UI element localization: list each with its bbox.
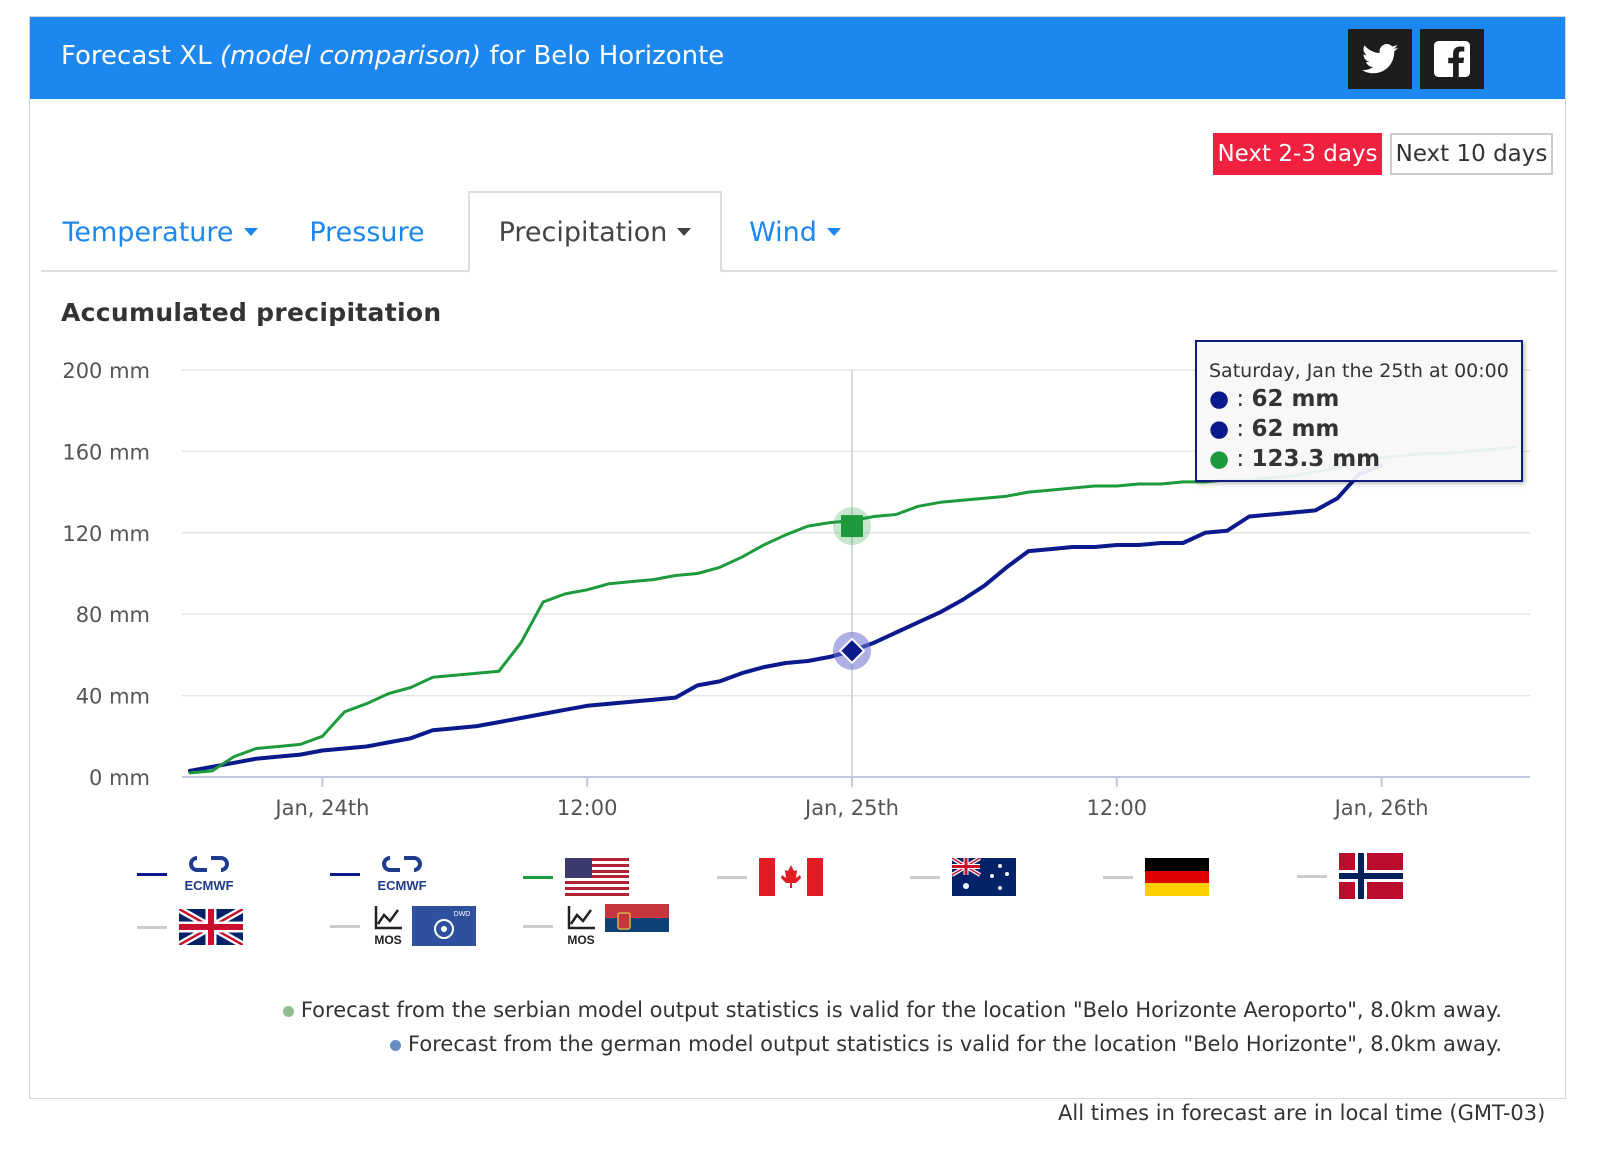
note-dot-icon — [390, 1039, 402, 1051]
german-mos-note: Forecast from the german model output st… — [390, 1032, 1502, 1056]
header-bar: Forecast XL (model comparison) for Belo … — [30, 17, 1565, 99]
svg-text:ECMWF: ECMWF — [184, 878, 233, 893]
legend-mos-dwd[interactable]: MOS DWD — [330, 904, 478, 948]
y-tick-label: 200 mm — [62, 359, 150, 383]
gfs-highlight-marker — [841, 515, 863, 538]
tab-temperature[interactable]: Temperature — [60, 191, 260, 273]
tab-wind[interactable]: Wind — [720, 191, 870, 273]
ecmwf-highlight-marker — [838, 637, 866, 665]
x-tick-label: 12:00 — [557, 796, 618, 820]
tooltip-row: ● : 123.3 mm — [1209, 446, 1381, 472]
tooltip-value: 62 mm — [1251, 416, 1340, 442]
norway-flag-icon — [1339, 853, 1403, 899]
legend-gfs[interactable] — [523, 858, 629, 896]
svg-text:ECMWF: ECMWF — [377, 878, 426, 893]
serbian-mos-note: Forecast from the serbian model output s… — [282, 998, 1502, 1022]
tab-pressure[interactable]: Pressure — [292, 191, 442, 273]
chevron-down-icon — [677, 228, 692, 236]
legend-gem[interactable] — [717, 858, 823, 896]
facebook-icon — [1434, 41, 1470, 77]
twitter-icon — [1362, 44, 1398, 74]
chart-title: Accumulated precipitation — [61, 298, 442, 327]
y-tick-label: 40 mm — [76, 685, 150, 709]
tab-pressure-label: Pressure — [309, 216, 425, 248]
x-tick-label: Jan, 24th — [273, 796, 369, 820]
legend-norway[interactable] — [1297, 853, 1403, 899]
x-tick-label: Jan, 25th — [803, 796, 899, 820]
legend-ecmwf[interactable]: ECMWF — [137, 852, 239, 896]
note-dot-icon — [282, 1005, 294, 1017]
tab-temperature-label: Temperature — [62, 216, 234, 248]
legend-access[interactable] — [910, 858, 1016, 896]
y-tick-label: 80 mm — [76, 603, 150, 627]
ecmwf-logo-icon: ECMWF — [377, 856, 427, 893]
dwd-mos-logo-icon: MOS DWD — [374, 906, 476, 947]
tabs-divider — [41, 270, 1557, 272]
tooltip-header: Saturday, Jan the 25th at 00:00 — [1209, 360, 1509, 382]
tab-precipitation[interactable]: Precipitation — [468, 191, 722, 273]
page-title: Forecast XL (model comparison) for Belo … — [61, 41, 724, 71]
facebook-button[interactable] — [1420, 29, 1484, 89]
tab-wind-label: Wind — [749, 216, 817, 248]
svg-text:MOS: MOS — [567, 933, 594, 947]
x-tick-label: Jan, 26th — [1333, 796, 1429, 820]
title-italic: (model comparison) — [219, 41, 482, 71]
chevron-down-icon — [243, 228, 258, 236]
legend-ecmwf-2[interactable]: ECMWF — [330, 852, 432, 896]
svg-text:MOS: MOS — [374, 933, 401, 947]
timezone-footer: All times in forecast are in local time … — [1058, 1101, 1546, 1125]
svg-text:DWD: DWD — [454, 911, 471, 918]
chevron-down-icon — [826, 228, 841, 236]
y-tick-label: 160 mm — [62, 440, 150, 464]
y-tick-label: 0 mm — [89, 766, 150, 790]
legend-mos-serbia[interactable]: MOS — [523, 904, 671, 948]
twitter-button[interactable] — [1348, 29, 1412, 89]
serbia-mos-flag-icon: MOS — [567, 904, 669, 947]
y-tick-label: 120 mm — [62, 522, 150, 546]
series-line-ecmwf — [188, 463, 1384, 773]
usa-flag-icon — [565, 858, 629, 896]
tab-precipitation-label: Precipitation — [498, 216, 668, 248]
tooltip-value: 62 mm — [1251, 386, 1340, 412]
next-2-3-days-button[interactable]: Next 2-3 days — [1213, 133, 1382, 175]
forecast-panel: Forecast XL (model comparison) for Belo … — [29, 16, 1566, 1099]
germany-flag-icon — [1145, 858, 1209, 896]
tooltip-row: ● : 62 mm — [1209, 416, 1340, 442]
next-10-days-button[interactable]: Next 10 days — [1390, 133, 1553, 175]
uk-flag-icon — [179, 909, 243, 945]
series-dot-icon: ● — [1209, 416, 1230, 442]
x-tick-label: 12:00 — [1087, 796, 1148, 820]
legend-icon-de[interactable] — [1103, 858, 1209, 896]
tooltip-row: ● : 62 mm — [1209, 386, 1340, 412]
series-dot-icon: ● — [1209, 446, 1230, 472]
title-main: Forecast XL — [61, 41, 212, 71]
tooltip-value: 123.3 mm — [1251, 446, 1381, 472]
ecmwf-logo-icon: ECMWF — [184, 856, 234, 893]
chart-tooltip: Saturday, Jan the 25th at 00:00 ● : 62 m… — [1195, 340, 1523, 482]
title-location: for Belo Horizonte — [489, 41, 725, 71]
australia-flag-icon — [952, 858, 1016, 896]
legend-ukmo[interactable] — [137, 909, 243, 945]
canada-flag-icon — [759, 858, 823, 896]
series-dot-icon: ● — [1209, 386, 1230, 412]
